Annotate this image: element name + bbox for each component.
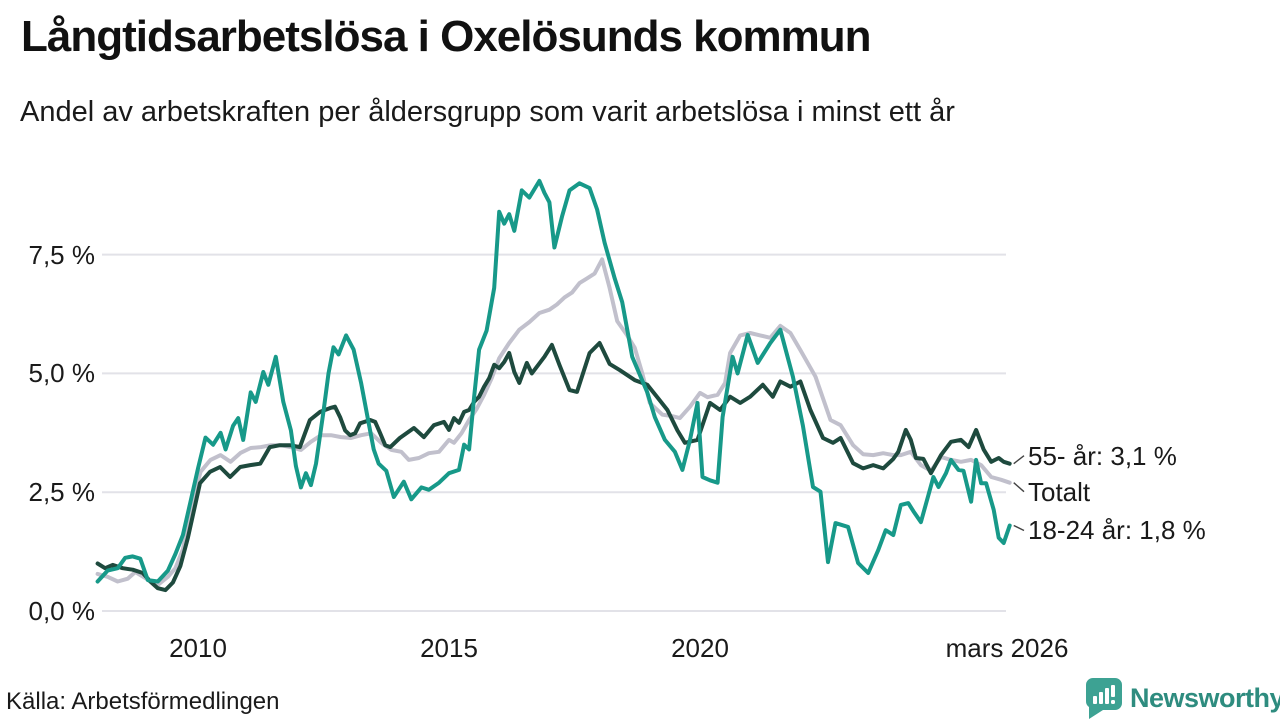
y-axis-tick-label: 5,0 % (28, 358, 96, 389)
x-axis-tick-label: mars 2026 (945, 633, 1069, 663)
series-label-55plus: 55- år: 3,1 % (1028, 440, 1177, 471)
x-axis-tick-label: 2020 (671, 633, 729, 663)
series-label-18-24: 18-24 år: 1,8 % (1028, 515, 1206, 546)
x-axis-tick-label: 2015 (420, 633, 478, 663)
newsworthy-logo: Newsworthy (1083, 676, 1280, 720)
y-axis-tick-label: 0,0 % (28, 596, 96, 626)
newsworthy-bubble-chart-icon (1085, 678, 1122, 719)
page-title: Långtidsarbetslösa i Oxelösunds kommun (21, 12, 872, 61)
source-credit: Källa: Arbetsförmedlingen (6, 688, 280, 715)
chart-subtitle: Andel av arbetskraften per åldersgrupp s… (20, 96, 955, 128)
newsworthy-wordmark: Newsworthy (1130, 682, 1280, 713)
y-axis-tick-label: 7,5 % (28, 239, 96, 270)
x-axis-tick-label: 2010 (169, 633, 227, 663)
series-label-totalt: Totalt (1028, 476, 1091, 507)
y-axis-tick-label: 2,5 % (28, 477, 96, 508)
